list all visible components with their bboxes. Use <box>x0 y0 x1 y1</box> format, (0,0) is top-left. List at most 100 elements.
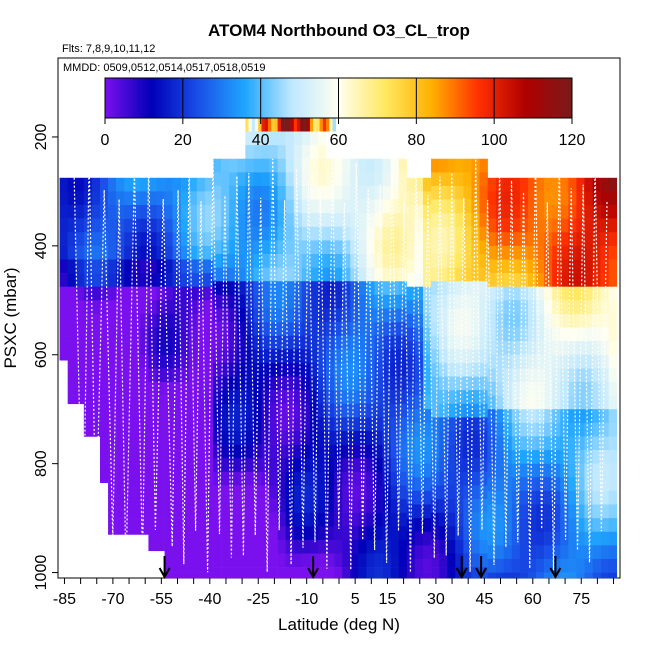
heatmap-cell <box>172 368 182 383</box>
heatmap-cell <box>511 395 521 410</box>
heatmap-cell <box>487 177 496 192</box>
heatmap-cell <box>398 335 408 350</box>
heatmap-cell <box>422 409 432 424</box>
heatmap-cell <box>261 185 270 200</box>
heatmap-cell <box>487 245 496 260</box>
heatmap-cell <box>576 572 585 579</box>
heatmap-cell <box>414 490 424 505</box>
heatmap-cell <box>503 477 513 492</box>
heatmap-cell <box>455 185 464 200</box>
heatmap-cell <box>374 308 383 323</box>
heatmap-cell <box>455 349 464 364</box>
heatmap-cell <box>422 245 432 260</box>
heatmap-cell <box>148 300 157 315</box>
heatmap-cell <box>132 490 141 505</box>
heatmap-cell <box>116 232 125 247</box>
heatmap-cell <box>269 539 278 554</box>
heatmap-cell <box>406 354 416 369</box>
heatmap-cell <box>406 286 416 301</box>
heatmap-cell <box>584 273 593 287</box>
heatmap-cell <box>479 254 488 268</box>
heatmap-cell <box>156 531 165 546</box>
heatmap-cell <box>358 376 367 391</box>
heatmap-cell <box>75 191 85 206</box>
heatmap-cell <box>487 558 496 573</box>
heatmap-cell <box>439 362 448 377</box>
heatmap-cell <box>245 512 254 527</box>
heatmap-cell <box>253 254 262 268</box>
heatmap-cell <box>479 362 488 377</box>
heatmap-cell <box>229 485 238 500</box>
heatmap-cell <box>91 395 101 410</box>
heatmap-cell <box>59 313 68 328</box>
heatmap-cell <box>568 205 577 219</box>
heatmap-cell <box>293 485 303 500</box>
heatmap-cell <box>342 172 351 187</box>
heatmap-cell <box>124 205 133 219</box>
heatmap-cell <box>584 558 593 573</box>
colorbar-tick-label: 80 <box>407 132 425 149</box>
heatmap-cell <box>293 158 303 173</box>
heatmap-cell <box>204 313 214 328</box>
heatmap-cell <box>91 177 101 192</box>
heatmap-cell <box>414 477 424 492</box>
heatmap-cell <box>608 191 618 206</box>
heatmap-cell <box>431 294 440 309</box>
heatmap-cell <box>511 518 521 533</box>
heatmap-cell <box>180 191 190 206</box>
heatmap-cell <box>463 172 472 187</box>
heatmap-cell <box>358 172 367 187</box>
heatmap-cell <box>334 199 343 214</box>
heatmap-cell <box>366 349 375 364</box>
heatmap-cell <box>495 327 505 342</box>
heatmap-cell <box>164 490 173 505</box>
heatmap-cell <box>301 553 311 568</box>
heatmap-cell <box>422 313 432 328</box>
heatmap-cell <box>560 286 569 301</box>
heatmap-cell <box>374 458 383 473</box>
heatmap-cell <box>284 117 288 132</box>
heatmap-cell <box>447 362 456 377</box>
heatmap-cell <box>592 422 601 437</box>
heatmap-cell <box>382 390 391 405</box>
heatmap-cell <box>164 245 173 260</box>
heatmap-cell <box>511 422 521 437</box>
heatmap-cell <box>382 308 391 323</box>
heatmap-cell <box>358 294 367 309</box>
heatmap-cell <box>592 518 601 533</box>
heatmap-cell <box>237 512 246 527</box>
heatmap-cell <box>245 335 254 350</box>
heatmap-cell <box>91 422 101 437</box>
heatmap-cell <box>261 403 270 418</box>
heatmap-cell <box>560 490 569 505</box>
heatmap-cell <box>471 471 480 486</box>
heatmap-cell <box>398 403 408 418</box>
heatmap-cell <box>608 245 618 260</box>
heatmap-cell <box>536 422 545 437</box>
flight-arrow <box>549 556 562 580</box>
heatmap-cell <box>75 273 85 287</box>
heatmap-cell <box>350 526 359 541</box>
heatmap-cell <box>374 499 383 513</box>
heatmap-cell <box>519 313 529 328</box>
heatmap-cell <box>406 205 416 219</box>
heatmap-cell <box>140 191 149 206</box>
heatmap-cell <box>309 417 319 432</box>
heatmap-cell <box>229 254 238 268</box>
heatmap-cell <box>237 158 246 173</box>
heatmap-cell <box>277 553 287 568</box>
heatmap-cell <box>245 240 254 255</box>
heatmap-cell <box>301 430 311 445</box>
heatmap-cell <box>164 477 173 492</box>
heatmap-cell <box>204 327 214 342</box>
heatmap-cell <box>253 567 262 579</box>
heatmap-cell <box>309 267 319 282</box>
heatmap-cell <box>390 471 400 486</box>
heatmap-cell <box>479 213 488 228</box>
heatmap-cell <box>439 294 448 309</box>
heatmap-cell <box>116 409 125 424</box>
heatmap-cell <box>318 308 327 323</box>
heatmap-cell <box>204 300 214 315</box>
heatmap-cell <box>568 313 577 328</box>
heatmap-cell <box>455 335 464 350</box>
